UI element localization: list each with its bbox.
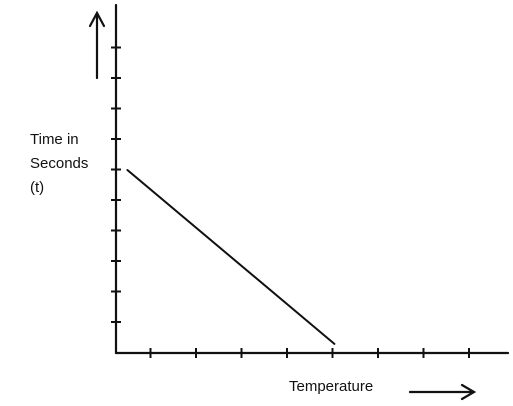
y-ticks [111,46,121,323]
x-ticks [149,348,470,358]
y-label-line-2: Seconds [30,155,88,172]
y-label-line-3: (t) [30,179,44,196]
series-line [126,169,336,345]
y-label-line-1: Time in [30,131,79,148]
axes [114,3,510,355]
x-axis-right-arrow [408,383,477,401]
y-axis-up-arrow [88,10,106,80]
y-axis-label: Time in Seconds (t) [30,131,88,196]
x-axis-label: Temperature [289,378,373,395]
